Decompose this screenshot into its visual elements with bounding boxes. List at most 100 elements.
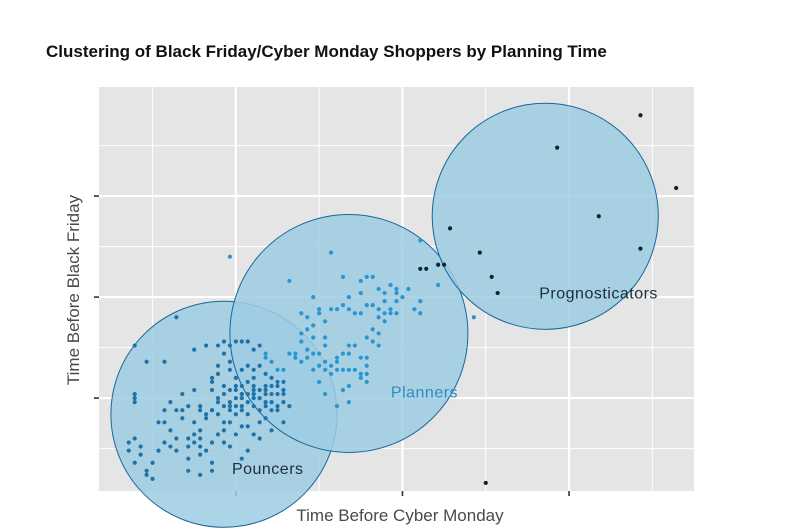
data-point (180, 408, 185, 413)
data-point (227, 367, 232, 372)
data-point (227, 444, 232, 449)
data-point (346, 343, 351, 348)
data-point (227, 420, 232, 425)
data-point (233, 412, 238, 417)
data-point (239, 367, 244, 372)
data-point (400, 294, 405, 300)
data-point (358, 375, 363, 380)
data-point (275, 408, 280, 413)
data-point (215, 400, 221, 405)
data-point (245, 339, 250, 344)
data-point (370, 327, 375, 332)
data-point (287, 404, 292, 409)
cluster-labels: Pouncers Planners Prognosticators (232, 285, 657, 478)
data-point (245, 448, 250, 453)
data-point (215, 343, 221, 348)
data-point (334, 404, 340, 409)
data-point (340, 367, 346, 372)
data-point (323, 335, 328, 340)
data-point (263, 351, 268, 356)
data-point (311, 351, 316, 356)
x-axis-title: Time Before Cyber Monday (296, 506, 504, 525)
data-point (209, 440, 215, 445)
data-point (215, 412, 221, 417)
data-point (263, 371, 268, 376)
data-point (257, 387, 262, 393)
data-point (245, 400, 250, 405)
data-point (269, 375, 274, 380)
data-point (245, 363, 250, 368)
data-point (221, 339, 227, 344)
data-point (376, 307, 381, 312)
cluster-circle-planners (229, 213, 469, 453)
data-point (412, 307, 417, 312)
data-point (269, 428, 274, 433)
data-point (281, 379, 286, 385)
data-point (311, 294, 316, 300)
data-point (257, 436, 262, 441)
data-point (352, 367, 357, 372)
data-point (334, 307, 340, 312)
data-point (239, 424, 244, 429)
data-point (495, 290, 500, 296)
data-point (364, 355, 369, 360)
data-point (162, 420, 167, 425)
chart-title: Clustering of Black Friday/Cyber Monday … (46, 42, 607, 61)
data-point (638, 113, 643, 118)
data-point (382, 299, 387, 304)
data-point (293, 351, 298, 356)
data-point (138, 444, 143, 449)
data-point (168, 428, 173, 433)
data-point (317, 379, 322, 385)
y-axis-title: Time Before Black Friday (64, 194, 83, 385)
data-point (251, 387, 256, 393)
data-point (293, 355, 298, 360)
data-point (257, 420, 262, 425)
data-point (424, 266, 429, 271)
data-point (209, 379, 215, 385)
data-point (394, 286, 399, 292)
data-point (257, 395, 262, 401)
data-point (323, 391, 328, 397)
data-point (144, 359, 149, 364)
data-point (174, 408, 179, 413)
data-point (198, 444, 203, 449)
data-point (233, 395, 238, 401)
data-point (471, 315, 476, 320)
data-point (132, 460, 137, 465)
data-point (174, 448, 179, 453)
data-point (334, 359, 340, 364)
data-point (346, 383, 351, 389)
data-point (239, 395, 244, 401)
data-point (358, 290, 363, 296)
data-point (209, 408, 215, 413)
data-point (275, 391, 280, 397)
data-point (209, 375, 215, 380)
data-point (352, 311, 357, 316)
data-point (394, 299, 399, 304)
data-point (311, 335, 316, 340)
data-point (364, 303, 369, 308)
data-point (245, 391, 250, 397)
data-point (198, 452, 203, 457)
data-point (227, 400, 232, 405)
data-point (233, 432, 238, 437)
data-point (674, 185, 679, 191)
data-point (281, 367, 286, 372)
data-point (376, 331, 381, 336)
data-point (263, 383, 268, 389)
data-point (186, 444, 191, 449)
data-point (328, 363, 334, 368)
cluster-circle-prognosticators (431, 102, 659, 330)
data-point (370, 339, 375, 344)
data-point (382, 319, 387, 324)
data-point (215, 432, 221, 437)
data-point (186, 456, 191, 461)
data-point (299, 331, 304, 336)
data-point (168, 444, 173, 449)
data-point (364, 379, 369, 385)
data-point (162, 359, 167, 364)
data-point (245, 412, 250, 417)
data-point (311, 367, 316, 372)
